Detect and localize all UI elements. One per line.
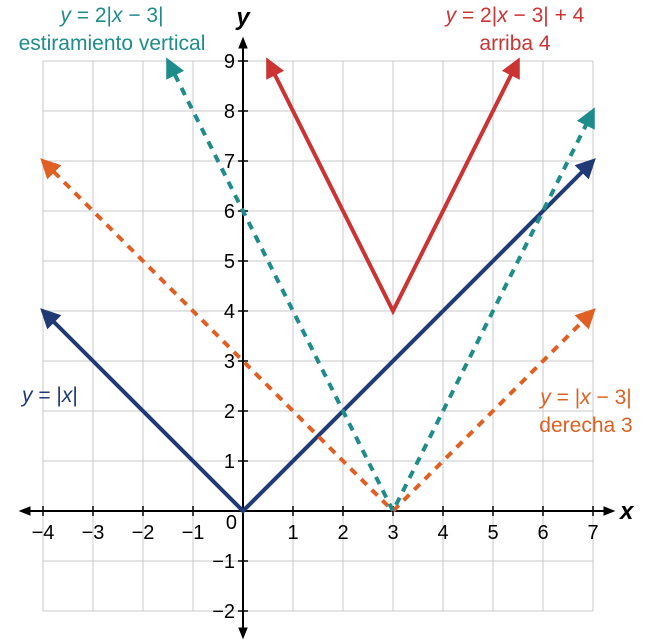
y-tick-label: 4 (224, 301, 235, 323)
x-tick-label: −3 (82, 522, 105, 544)
origin-label: 0 (226, 512, 237, 534)
x-tick-label: 4 (437, 522, 448, 544)
y-tick-label: 7 (224, 151, 235, 173)
y-tick-label: 5 (224, 251, 235, 273)
y-tick-label: 1 (224, 451, 235, 473)
y-tick-label: 3 (224, 351, 235, 373)
x-tick-label: −2 (132, 522, 155, 544)
y-tick-label: 2 (224, 401, 235, 423)
x-tick-label: 2 (337, 522, 348, 544)
series-line-shift_right (40, 158, 596, 514)
y-tick-label: −1 (212, 551, 235, 573)
series-label-shift_right: derecha 3 (539, 414, 632, 437)
x-tick-label: −4 (32, 522, 55, 544)
y-tick-label: 8 (224, 101, 235, 123)
y-tick-label: 6 (224, 201, 235, 223)
series-line-shift_up (266, 57, 520, 316)
y-tick-label: −2 (212, 601, 235, 623)
series-label-stretch: estiramiento vertical (19, 32, 206, 55)
grid (42, 60, 594, 612)
series-label-stretch: y = 2|x − 3| (58, 4, 163, 27)
series-label-shift_right: y = |x − 3| (538, 386, 631, 409)
series-line-stretch (166, 57, 595, 516)
series-line-abs (40, 158, 596, 514)
series-label-abs: y = |x| (20, 384, 78, 407)
x-tick-label: 6 (537, 522, 548, 544)
x-tick-label: 3 (387, 522, 398, 544)
y-tick-label: 9 (224, 51, 235, 73)
x-axis-title: x (618, 498, 635, 525)
x-tick-label: −1 (182, 522, 205, 544)
series-label-shift_up: y = 2|x − 3| + 4 (444, 4, 585, 27)
x-tick-label: 5 (487, 522, 498, 544)
series-label-shift_up: arriba 4 (479, 32, 551, 55)
x-tick-label: 7 (587, 522, 598, 544)
x-tick-label: 1 (287, 522, 298, 544)
y-axis-title: y (235, 4, 251, 31)
